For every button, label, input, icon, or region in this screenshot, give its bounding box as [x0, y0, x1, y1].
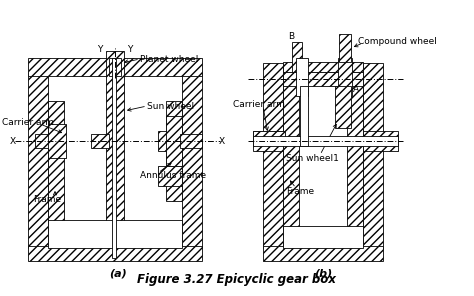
Bar — [166, 116, 182, 166]
Bar — [253, 131, 285, 141]
Bar — [283, 80, 299, 228]
Bar — [28, 73, 48, 248]
Bar — [91, 134, 109, 148]
Text: Frame: Frame — [286, 186, 314, 195]
Bar — [292, 42, 302, 72]
Text: (b): (b) — [314, 268, 332, 278]
Bar — [35, 134, 65, 148]
Text: Annulus frame: Annulus frame — [140, 171, 206, 181]
Bar — [180, 134, 202, 148]
Text: Sun wheel1: Sun wheel1 — [286, 154, 339, 163]
Bar — [28, 58, 202, 76]
Bar — [283, 226, 363, 248]
Bar — [48, 101, 64, 221]
Bar — [158, 131, 182, 151]
Bar — [253, 131, 283, 151]
Text: Y: Y — [97, 44, 103, 54]
Text: Carrier arm: Carrier arm — [233, 99, 285, 109]
Bar — [48, 124, 66, 158]
Bar — [253, 136, 398, 146]
Text: Carrier arm: Carrier arm — [2, 118, 54, 126]
Text: Sun wheel: Sun wheel — [147, 102, 194, 110]
Bar — [363, 131, 398, 151]
Bar — [347, 80, 363, 228]
Text: B: B — [288, 31, 294, 41]
Text: A: A — [353, 84, 359, 94]
Text: (a): (a) — [109, 268, 127, 278]
Bar — [283, 62, 363, 72]
Text: Figure 3.27 Epicyclic gear box: Figure 3.27 Epicyclic gear box — [137, 273, 337, 286]
Bar — [109, 58, 121, 76]
Bar — [106, 51, 124, 221]
Bar — [158, 166, 182, 186]
Bar — [28, 246, 202, 261]
Text: Frame: Frame — [33, 194, 61, 204]
Text: Planet wheel: Planet wheel — [140, 54, 199, 64]
Bar — [339, 34, 351, 62]
Bar — [335, 86, 351, 128]
Text: Compound wheel: Compound wheel — [358, 36, 437, 46]
Bar — [296, 58, 308, 96]
Bar — [283, 72, 363, 86]
Bar — [182, 73, 202, 248]
Bar — [112, 58, 116, 258]
Bar — [263, 246, 383, 261]
Bar — [166, 101, 182, 201]
Text: X: X — [219, 136, 225, 146]
Bar — [48, 220, 182, 248]
Bar — [263, 63, 283, 248]
Bar — [363, 63, 383, 248]
Text: Y: Y — [128, 44, 133, 54]
Text: X: X — [10, 136, 16, 146]
Bar — [338, 58, 352, 96]
Bar — [300, 86, 308, 146]
